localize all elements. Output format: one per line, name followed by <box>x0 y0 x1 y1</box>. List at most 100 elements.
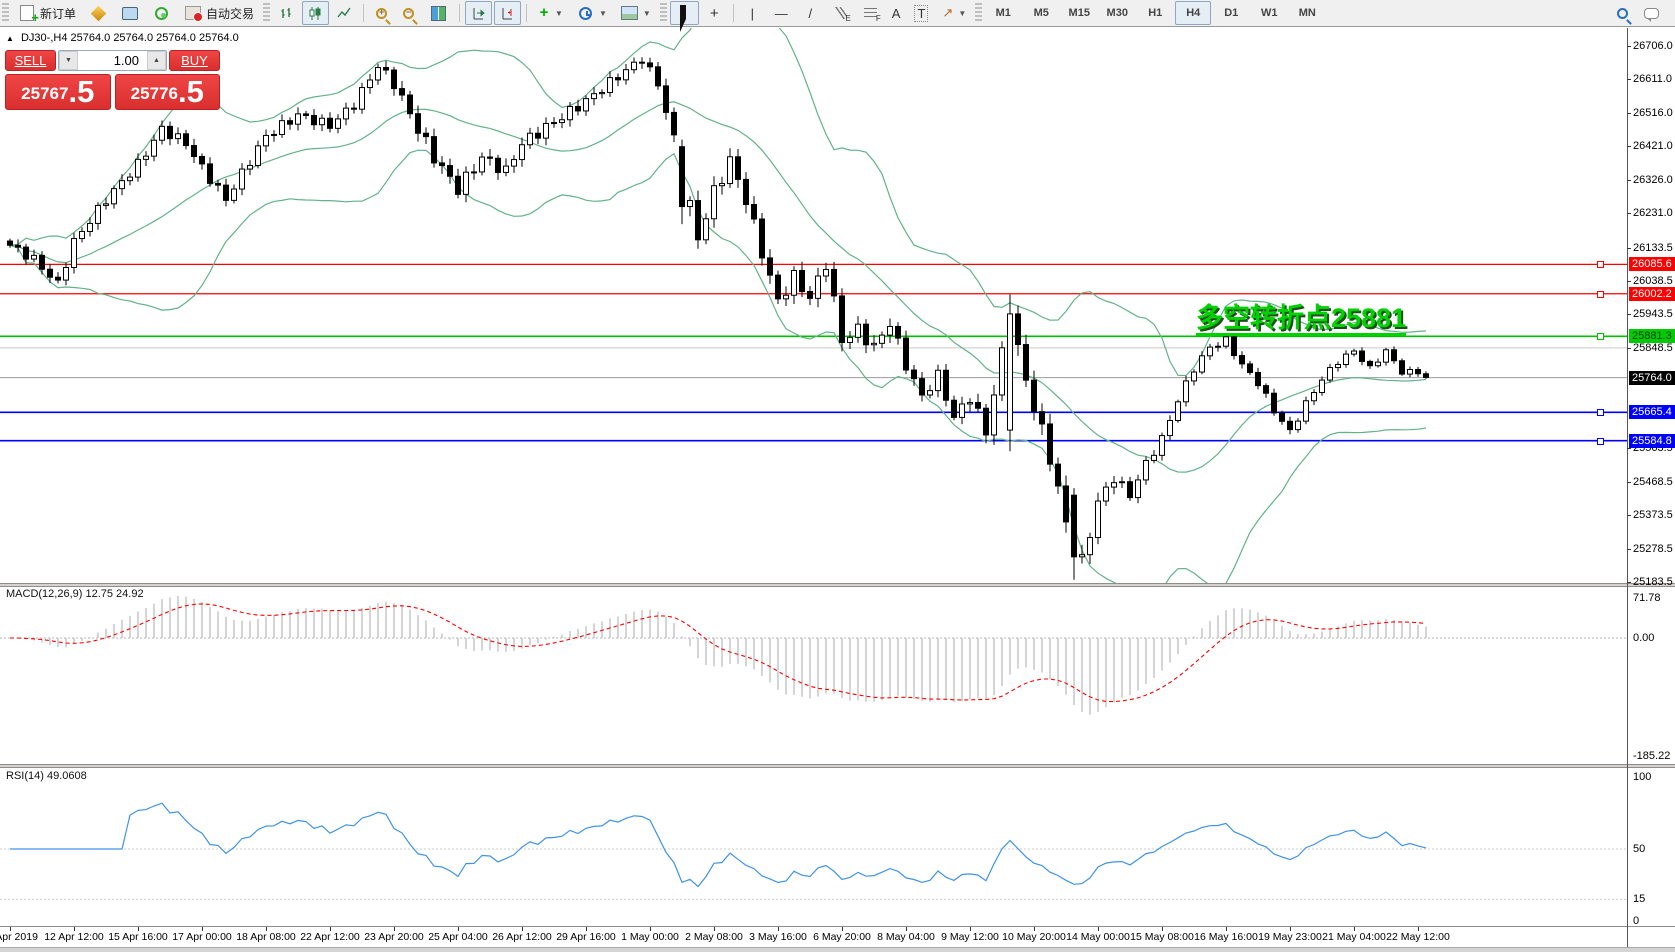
volume-box: ▼ 1.00 ▲ <box>58 50 167 71</box>
line-chart-button[interactable] <box>331 1 358 25</box>
volume-decrease-button[interactable]: ▼ <box>59 51 78 70</box>
time-tick-mark <box>10 927 11 931</box>
price-tick-mark <box>1627 515 1631 517</box>
arrows-tool-button[interactable]: ↗ ▼ <box>936 1 972 25</box>
time-tick-mark <box>1354 927 1355 931</box>
rsi-indicator-canvas[interactable] <box>0 768 1627 926</box>
rsi-axis-label: 50 <box>1633 843 1646 855</box>
pane-separator[interactable] <box>0 583 1675 587</box>
new-order-icon <box>20 5 39 25</box>
volume-increase-button[interactable]: ▲ <box>147 51 166 70</box>
tile-windows-button[interactable] <box>423 1 454 25</box>
price-tick-label: 25468.5 <box>1633 475 1673 488</box>
chat-button[interactable] <box>1637 1 1666 25</box>
timeframe-mn-button[interactable]: MN <box>1298 7 1316 19</box>
time-tick-mark <box>970 927 971 931</box>
bar-chart-button[interactable] <box>273 1 300 25</box>
rsi-axis-label: 0 <box>1633 915 1640 927</box>
chart-shift-button[interactable] <box>494 1 522 25</box>
price-tick-label: 26038.5 <box>1633 274 1673 287</box>
zoom-out-button[interactable]: − <box>396 1 421 25</box>
timeframe-h1-button[interactable]: H1 <box>1148 7 1163 19</box>
macd-label: MACD(12,26,9) 12.75 24.92 <box>6 588 144 600</box>
trendline-icon: / <box>808 5 813 21</box>
time-axis-label: 25 Apr 04:00 <box>428 931 488 943</box>
bollinger-middle-band <box>9 101 1427 473</box>
text-tool-button[interactable]: A <box>886 1 907 25</box>
cursor-tool-button[interactable] <box>669 1 699 32</box>
toolbar-grip[interactable] <box>975 3 983 23</box>
price-tick-label: 26326.0 <box>1633 173 1673 186</box>
buy-button[interactable]: BUY <box>169 50 220 71</box>
horizontal-line-tool-button[interactable]: — <box>768 1 795 25</box>
time-axis-label: 3 May 16:00 <box>749 931 807 943</box>
zoom-in-button[interactable]: + <box>369 1 394 25</box>
autoscroll-button[interactable] <box>465 1 493 25</box>
zoom-out-icon: − <box>403 7 415 19</box>
autotrading-button[interactable]: 自动交易 <box>178 1 260 25</box>
price-level-badge: 25584.8 <box>1629 433 1675 448</box>
horizontal-line-icon: — <box>774 5 788 21</box>
timeframe-w1-button[interactable]: W1 <box>1261 7 1278 19</box>
toolbar-grip[interactable] <box>659 3 667 23</box>
metaeditor-button[interactable] <box>115 1 145 25</box>
time-axis-label: 21 May 04:00 <box>1322 931 1386 943</box>
new-order-button[interactable]: 新订单 <box>12 1 82 25</box>
text-tool-icon: A <box>891 5 901 21</box>
timeframe-m1-button[interactable]: M1 <box>995 7 1011 19</box>
candlestick-chart-icon <box>309 6 321 20</box>
time-axis-label: 11 Apr 2019 <box>0 931 38 943</box>
price-tick-mark <box>1627 481 1631 483</box>
macd-axis-label: -185.22 <box>1633 750 1671 762</box>
dropdown-arrow-icon: ▼ <box>598 8 607 18</box>
time-axis-label: 10 May 20:00 <box>1002 931 1066 943</box>
macd-indicator-canvas[interactable] <box>0 587 1627 764</box>
time-axis-separator <box>0 926 1675 927</box>
search-button[interactable] <box>1610 1 1635 25</box>
buy-price-button[interactable]: 25776.5 <box>114 74 220 110</box>
time-axis-label: 15 May 08:00 <box>1130 931 1194 943</box>
chat-icon <box>1644 7 1659 22</box>
line-handle <box>1597 261 1604 269</box>
time-tick-mark <box>906 927 907 931</box>
label-tool-button[interactable]: T <box>908 1 934 25</box>
price-tick-mark <box>1627 247 1631 249</box>
timeframe-m15-button[interactable]: M15 <box>1068 7 1090 19</box>
vertical-line-tool-button[interactable]: | <box>739 1 766 25</box>
chart-annotation-text[interactable]: 多空转折点25881 <box>1196 303 1407 336</box>
periods-button[interactable]: ▼ <box>571 1 613 25</box>
pane-separator[interactable] <box>0 764 1675 768</box>
toolbar-grip[interactable] <box>263 3 271 23</box>
templates-button[interactable]: ▼ <box>615 1 657 25</box>
collapse-triangle-icon[interactable]: ▲ <box>6 34 14 43</box>
signals-button[interactable] <box>147 1 176 25</box>
autoscroll-icon <box>473 7 485 19</box>
crosshair-tool-button[interactable]: + <box>701 1 728 25</box>
symbol-title: ▲ DJ30-,H4 25764.0 25764.0 25764.0 25764… <box>6 32 239 44</box>
channel-tool-button[interactable]: E <box>826 1 855 25</box>
mql-community-button[interactable] <box>84 1 113 25</box>
toolbar-grip[interactable] <box>2 3 9 23</box>
timeframe-d1-button[interactable]: D1 <box>1224 7 1239 19</box>
indicators-icon: + <box>539 3 549 21</box>
time-tick-mark <box>330 927 331 931</box>
price-level-badge: 26085.6 <box>1629 257 1675 272</box>
timeframe-h4-button[interactable]: H4 <box>1175 1 1212 25</box>
timeframe-m30-button[interactable]: M30 <box>1106 7 1128 19</box>
indicators-button[interactable]: + ▼ <box>532 1 569 25</box>
fibonacci-tool-button[interactable]: F <box>857 1 884 25</box>
templates-icon <box>620 6 638 20</box>
price-tick-label: 25183.5 <box>1633 575 1673 588</box>
timeframe-m5-button[interactable]: M5 <box>1033 7 1049 19</box>
time-tick-mark <box>74 927 75 931</box>
sell-price-button[interactable]: 25767.5 <box>5 74 111 110</box>
trendline-tool-button[interactable]: / <box>797 1 824 25</box>
equidistant-channel-icon: E <box>833 7 851 23</box>
volume-input[interactable]: 1.00 <box>113 53 139 68</box>
sell-button[interactable]: SELL <box>5 50 56 71</box>
price-tick-mark <box>1627 581 1631 583</box>
candlestick-layer <box>7 57 1429 580</box>
price-tick-mark <box>1627 112 1631 114</box>
candlestick-chart-button[interactable] <box>302 1 330 25</box>
main-chart-canvas[interactable] <box>0 28 1627 583</box>
